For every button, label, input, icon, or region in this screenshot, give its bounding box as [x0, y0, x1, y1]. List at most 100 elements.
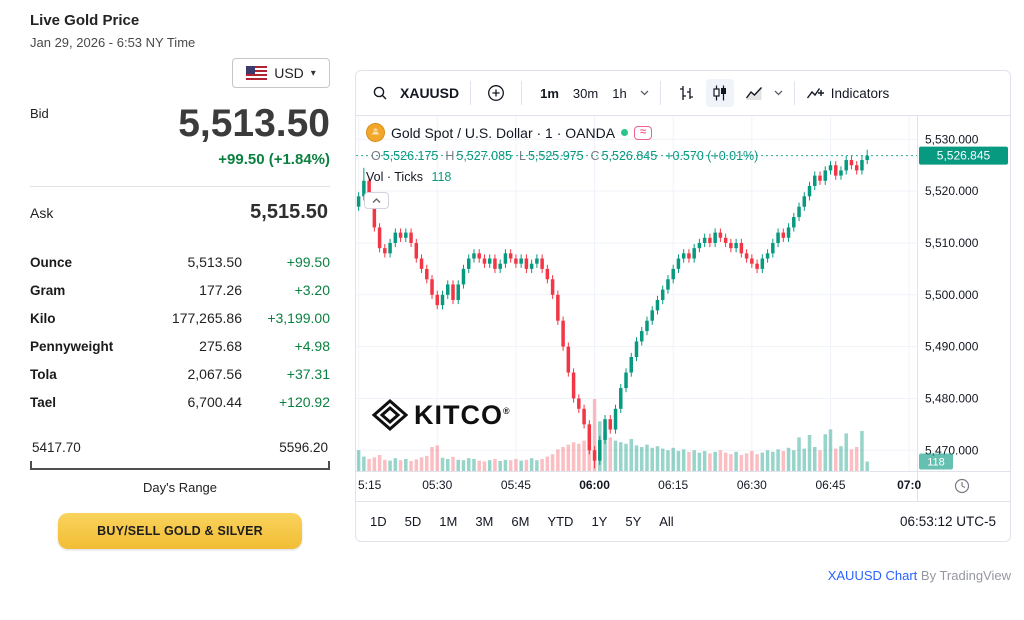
metal-value: 177.26 [199, 281, 242, 298]
price-change: +0.570 (+0.01%) [665, 149, 759, 163]
page-datetime: Jan 29, 2026 - 6:53 NY Time [30, 35, 196, 50]
toolbar-separator [521, 81, 523, 105]
symbol-search-button[interactable]: XAUUSD [400, 85, 460, 101]
bid-block: Bid 5,513.50 +99.50 (+1.84%) [30, 102, 330, 168]
quote-panel: USD ▾ Bid 5,513.50 +99.50 (+1.84%) Ask 5… [30, 58, 330, 583]
ohlc-key: L [518, 149, 526, 163]
metal-value: 5,513.50 [187, 253, 243, 270]
volume-row: Vol · Ticks 118 [366, 170, 758, 184]
indicators-button[interactable]: Indicators [806, 85, 890, 102]
price-chart[interactable]: 5,530.000 5,520.000 5,510.000 5,500.000 5,49… [356, 116, 1010, 501]
metal-label: Pennyweight [30, 338, 114, 354]
svg-text:5,526.845: 5,526.845 [937, 149, 991, 163]
range-button-1Y[interactable]: 1Y [591, 514, 608, 529]
table-row: Gram 177.26 +3.20 [30, 276, 330, 304]
chevron-down-icon: ▾ [310, 67, 316, 79]
ohlc-row: O 5,526.175 H 5,527.085 L 5,525.975 C 5,526.845… [366, 149, 758, 163]
metal-change: +4.98 [294, 337, 330, 354]
range-button-3M[interactable]: 3M [475, 514, 494, 529]
xauusd-chart-link[interactable]: XAUUSD Chart [827, 568, 918, 583]
svg-text:06:45: 06:45 [815, 478, 845, 492]
indicators-label: Indicators [830, 85, 890, 101]
tradingview-attribution: XAUUSD Chart By TradingView [355, 568, 1011, 583]
symbol-title[interactable]: Gold Spot / U.S. Dollar · 1 · OANDA [391, 124, 616, 141]
table-row: Tael 6,700.44 +120.92 [30, 388, 330, 416]
page-header: Live Gold Price Jan 29, 2026 - 6:53 NY T… [30, 12, 1010, 50]
chart-column: XAUUSD 1m 30m 1h [355, 58, 1011, 583]
metal-change: +120.92 [279, 393, 330, 410]
chart-canvas[interactable]: 5,530.000 5,520.000 5,510.000 5,500.000 5,49… [356, 116, 1010, 501]
volume-value: 118 [431, 170, 452, 184]
bars-style-icon[interactable] [672, 79, 700, 107]
tradingview-widget: XAUUSD 1m 30m 1h [355, 70, 1011, 542]
bid-price: 5,513.50 [178, 102, 330, 145]
metal-change: +99.50 [286, 253, 330, 270]
interval-button-1m[interactable]: 1m [540, 85, 559, 101]
ask-row: Ask 5,515.50 [30, 187, 330, 230]
ohlc-key: H [445, 149, 455, 163]
svg-text:5,480.000: 5,480.000 [925, 391, 979, 405]
range-button-YTD[interactable]: YTD [547, 514, 574, 529]
date-range-group: 1D 5D 1M 3M 6M YTD 1Y 5Y All [370, 514, 674, 529]
range-button-1D[interactable]: 1D [370, 514, 387, 529]
currency-selector[interactable]: USD ▾ [232, 58, 330, 88]
range-bar [30, 460, 330, 470]
volume-label: Vol · Ticks [366, 170, 423, 184]
ohlc-value: 5,526.845 [601, 149, 658, 163]
buy-sell-button[interactable]: BUY/SELL GOLD & SILVER [58, 512, 302, 549]
search-icon[interactable] [366, 79, 394, 107]
candles-style-icon[interactable] [705, 79, 734, 107]
kitco-watermark-text: KITCO® [414, 399, 511, 430]
metal-label: Tola [30, 366, 57, 382]
range-high: 5596.20 [279, 439, 328, 455]
svg-text:5,520.000: 5,520.000 [925, 184, 979, 198]
metal-label: Ounce [30, 254, 73, 270]
svg-text:5,510.000: 5,510.000 [925, 236, 979, 250]
interval-menu-chevron-icon[interactable] [640, 90, 649, 96]
us-flag-icon [246, 66, 268, 80]
style-menu-chevron-icon[interactable] [774, 90, 783, 96]
table-row: Ounce 5,513.50 +99.50 [30, 248, 330, 276]
toolbar-separator [470, 81, 472, 105]
toolbar-separator [659, 81, 661, 105]
days-range: 5417.70 5596.20 Day's Range [30, 440, 330, 495]
metal-change: +3.20 [294, 281, 330, 298]
chart-clock[interactable]: 06:53:12 UTC-5 [899, 514, 996, 529]
ohlc-key: O [371, 149, 381, 163]
ohlc-value: 5,526.175 [382, 149, 439, 163]
kitco-logo-icon [372, 399, 408, 431]
compare-add-icon[interactable] [482, 79, 510, 107]
svg-text:05:45: 05:45 [501, 478, 531, 492]
interval-button-1h[interactable]: 1h [612, 85, 627, 101]
range-button-6M[interactable]: 6M [511, 514, 530, 529]
svg-text:5,530.000: 5,530.000 [925, 132, 979, 146]
svg-text:118: 118 [927, 457, 945, 469]
bid-label: Bid [30, 106, 49, 121]
area-style-icon[interactable] [740, 79, 768, 107]
chart-toolbar: XAUUSD 1m 30m 1h [356, 71, 1010, 116]
gold-coin-icon [366, 123, 385, 142]
currency-label: USD [274, 65, 304, 81]
svg-text:06:30: 06:30 [737, 478, 767, 492]
metal-label: Gram [30, 282, 66, 298]
range-label: Day's Range [142, 479, 218, 495]
interval-button-30m[interactable]: 30m [572, 85, 599, 101]
svg-text:05:30: 05:30 [422, 478, 452, 492]
metal-label: Tael [30, 394, 57, 410]
metals-table: Ounce 5,513.50 +99.50 Gram 177.26 +3.20 Kilo 17… [30, 248, 330, 416]
table-row: Pennyweight 275.68 +4.98 [30, 332, 330, 360]
kitco-gold-page: Live Gold Price Jan 29, 2026 - 6:53 NY T… [30, 12, 1011, 583]
divider [30, 185, 330, 187]
range-button-1M[interactable]: 1M [439, 514, 458, 529]
table-row: Tola 2,067.56 +37.31 [30, 360, 330, 388]
legend-collapse-button[interactable] [364, 192, 389, 209]
page-title: Live Gold Price [30, 12, 140, 29]
range-button-All[interactable]: All [659, 514, 674, 529]
metal-label: Kilo [30, 310, 56, 326]
range-button-5Y[interactable]: 5Y [625, 514, 642, 529]
range-button-5D[interactable]: 5D [404, 514, 422, 529]
metal-value: 177,265.86 [171, 309, 242, 326]
toolbar-separator [793, 81, 795, 105]
metal-value: 275.68 [199, 337, 242, 354]
